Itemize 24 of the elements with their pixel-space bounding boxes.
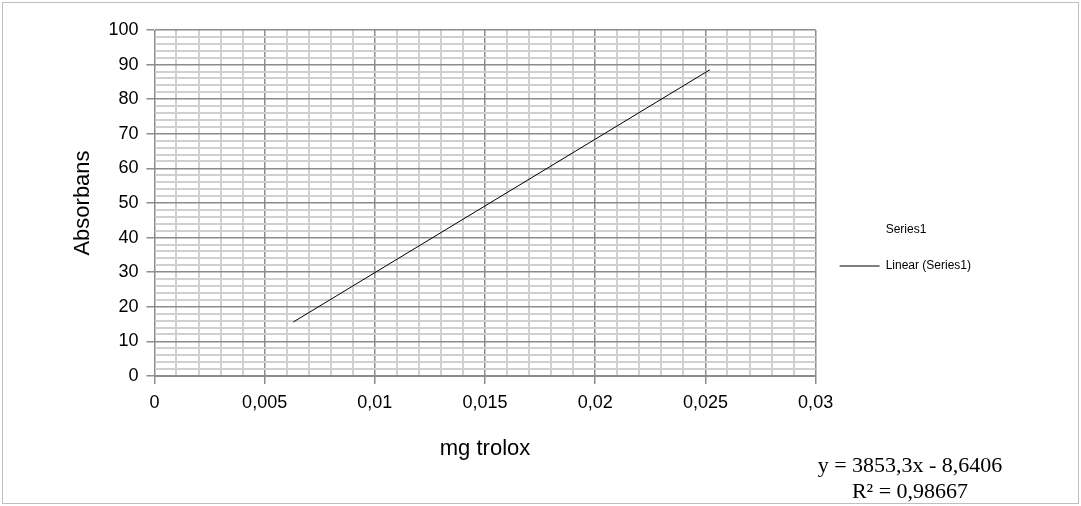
y-axis-title: Absorbans — [69, 150, 95, 256]
y-tick-label: 70 — [118, 122, 139, 143]
text: R² = 0,98667 — [851, 478, 969, 503]
x-tick-label: 0,03 — [798, 391, 834, 412]
x-axis-title: mg trolox — [439, 434, 531, 460]
text: y = 3853,3x - 8,6406 — [817, 452, 1003, 477]
y-tick-label: 20 — [118, 295, 139, 316]
x-tick-label: 0,01 — [357, 391, 393, 412]
x-tick-label: 0,02 — [577, 391, 613, 412]
y-tick-label: 80 — [118, 88, 139, 109]
x-tick-label: 0,025 — [682, 391, 728, 412]
x-tick-label: 0,015 — [462, 391, 508, 412]
y-tick-label: 50 — [118, 191, 139, 212]
y-tick-label: 60 — [118, 157, 139, 178]
y-tick-label: 40 — [118, 226, 139, 247]
y-tick-label: 100 — [108, 18, 139, 39]
y-tick-label: 10 — [118, 330, 139, 351]
y-tick-label: 90 — [118, 53, 139, 74]
x-tick-label: 0 — [149, 391, 160, 412]
legend-label: Linear (Series1) — [885, 258, 971, 273]
x-tick-label: 0,005 — [242, 391, 288, 412]
y-tick-label: 0 — [128, 364, 139, 385]
y-tick-label: 30 — [118, 261, 139, 282]
text: Series1 — [885, 222, 927, 237]
